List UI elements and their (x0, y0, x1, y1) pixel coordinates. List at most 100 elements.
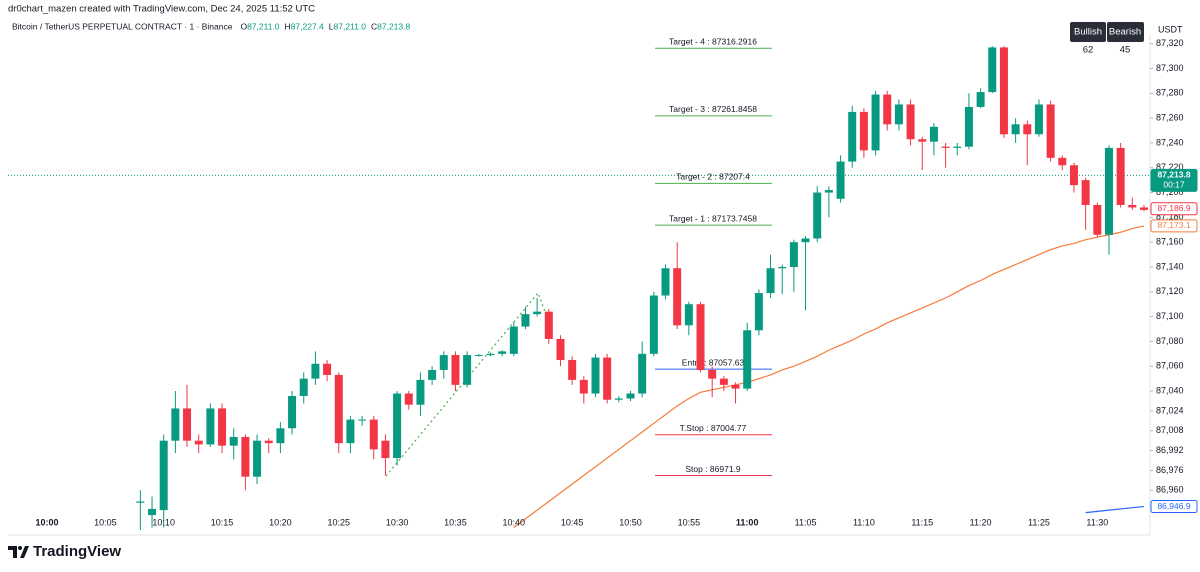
x-tick-label: 10:55 (678, 517, 701, 527)
candle-body (673, 268, 682, 326)
logo-dot (18, 546, 22, 550)
logo-mark (8, 546, 17, 558)
candle-body (953, 146, 962, 148)
y-tick-label: 87,240 (1156, 137, 1184, 147)
price-label: 87,173.1 (1157, 220, 1190, 230)
candle-body (661, 268, 670, 296)
symbol: Bitcoin / TetherUS PERPETUAL CONTRACT · … (12, 21, 233, 31)
candle-body (136, 501, 145, 503)
y-tick-label: 87,300 (1156, 63, 1184, 73)
legend-row: Bitcoin / TetherUS PERPETUAL CONTRACT · … (12, 21, 410, 31)
bullish-box (1070, 22, 1106, 42)
x-tick-label: 11:15 (911, 517, 933, 527)
candle-body (964, 106, 973, 147)
candle-body (404, 393, 413, 405)
level-label: T.Stop : 87004.77 (680, 423, 747, 433)
candle-body (1093, 204, 1102, 235)
candle-body (976, 92, 985, 107)
candle-body (999, 47, 1008, 135)
level-label: Stop : 86971.9 (685, 464, 741, 474)
ohlc-value: 87,213.8 (377, 21, 410, 31)
x-tick-label: 11:20 (970, 517, 992, 527)
candle-body (743, 330, 752, 389)
candle-body (1011, 124, 1020, 135)
candle-body (1058, 157, 1067, 166)
candle-body (486, 353, 495, 356)
candle-body (1034, 104, 1043, 135)
candle-body (1081, 180, 1090, 205)
candle-body (603, 357, 612, 400)
candle-body (439, 355, 448, 370)
x-tick-label: 10:00 (35, 517, 58, 527)
candle-body (416, 379, 425, 405)
candle-body (299, 378, 308, 397)
candle-body (521, 314, 530, 327)
indicator-line (1085, 505, 1145, 514)
candle-body (556, 338, 565, 361)
candle-body (824, 190, 833, 193)
candle-body (148, 508, 157, 516)
candle-body (276, 428, 285, 444)
candle-body (684, 304, 693, 326)
x-tick-label: 11:25 (1028, 517, 1050, 527)
candle-body (334, 374, 343, 444)
sentiment-widget: Bullish Bearish 62 45 (1070, 22, 1144, 56)
x-tick-label: 10:30 (386, 517, 409, 527)
candle-body (719, 378, 728, 385)
candle-body (393, 393, 402, 459)
candle-body (194, 440, 203, 445)
level-label: Target - 1 : 87173.7458 (669, 213, 757, 223)
candle-body (568, 360, 577, 380)
x-tick-label: 10:15 (211, 517, 234, 527)
candle-body (848, 111, 857, 162)
x-tick-label: 10:25 (327, 517, 350, 527)
candle-body (813, 192, 822, 239)
logo-slash (20, 546, 29, 558)
y-tick-label: 87,060 (1156, 361, 1184, 371)
plot: Target - 4 : 87316.2916 Target - 3 : 8726… (8, 37, 1150, 530)
x-tick-label: 10:35 (444, 517, 467, 527)
x-tick-label: 10:50 (619, 517, 642, 527)
candle-body (241, 436, 250, 477)
bullish-label: Bullish (1074, 27, 1102, 38)
price-label: 87,213.8 (1157, 170, 1190, 180)
brand-name: TradingView (33, 543, 121, 560)
y-tick-label: 87,140 (1156, 261, 1184, 271)
bullish-count: 62 (1083, 45, 1094, 56)
bearish-count: 45 (1120, 45, 1131, 56)
candle-body (428, 369, 437, 380)
y-tick-label: 86,992 (1156, 445, 1184, 455)
candle-body (206, 408, 215, 445)
candle-body (533, 311, 542, 315)
x-tick-label: 10:10 (152, 517, 175, 527)
candle-body (731, 384, 740, 389)
x-tick-label: 11:10 (853, 517, 875, 527)
x-tick-label: 10:40 (503, 517, 526, 527)
credit: dr0chart_mazen created with TradingView.… (8, 4, 315, 15)
candle-body (1139, 207, 1148, 210)
candle-body (836, 161, 845, 199)
candle-body (358, 419, 367, 421)
ohlc-key: L (329, 21, 334, 31)
candle-body (614, 398, 623, 400)
y-tick-label: 87,024 (1156, 405, 1184, 415)
bearish-box (1107, 22, 1144, 42)
candle-body (1046, 104, 1055, 158)
price-label-box (1150, 168, 1198, 192)
y-tick-label: 87,320 (1156, 38, 1184, 48)
indicator-line (513, 225, 1145, 529)
candle-body (451, 355, 460, 385)
candle-body (1069, 165, 1078, 186)
candle-body (883, 94, 892, 125)
candle-body (626, 393, 635, 399)
brand-logo: TradingView (8, 543, 121, 560)
candle-body (264, 440, 273, 444)
candle-body (498, 351, 507, 354)
candle-body (871, 94, 880, 151)
candle-body (171, 408, 180, 441)
candle-body (463, 355, 472, 385)
candle-body (544, 311, 553, 339)
y-tick-label: 87,040 (1156, 385, 1184, 395)
candle-body (579, 379, 588, 394)
